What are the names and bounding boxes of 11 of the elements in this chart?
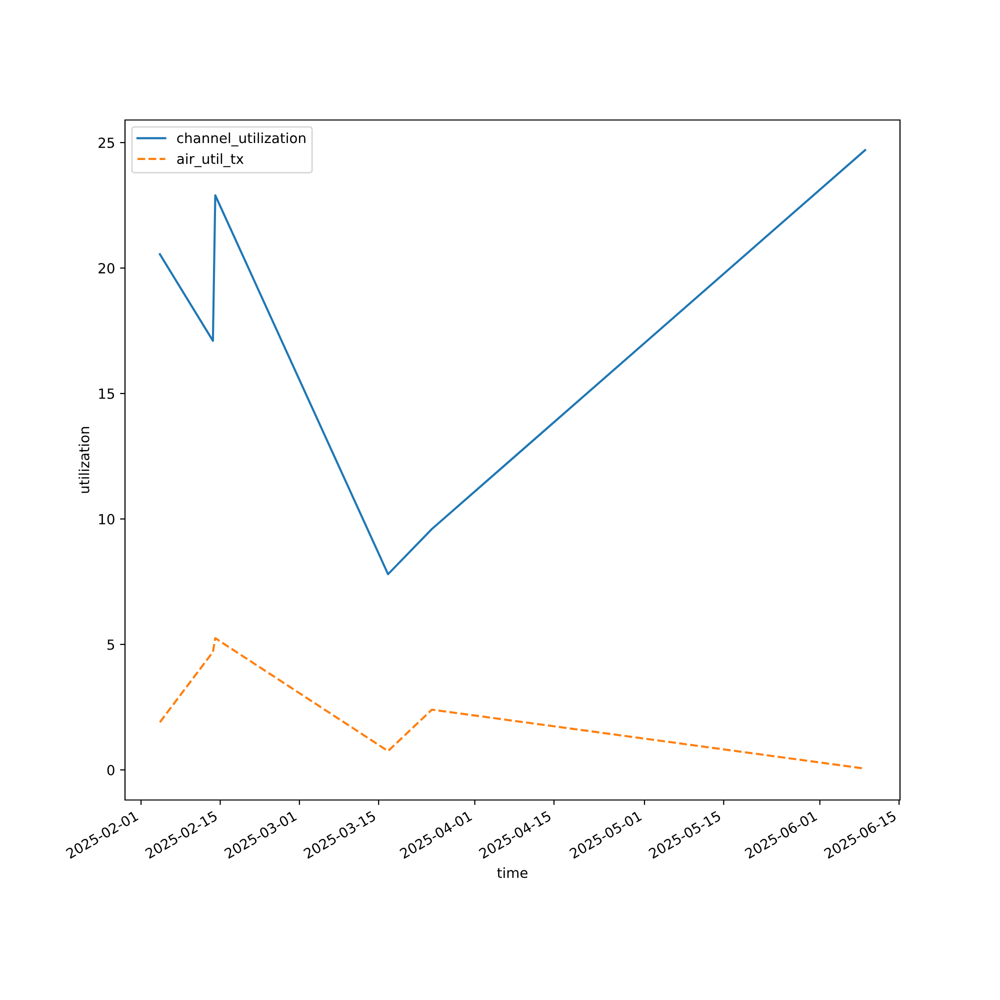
legend-label: channel_utilization [177, 132, 306, 146]
y-tick-label: 20 [98, 263, 114, 274]
y-tick-label: 15 [99, 388, 114, 399]
y-tick-label: 0 [107, 764, 114, 776]
y-axis-title: utilization [78, 427, 90, 493]
y-tick-label: 10 [99, 514, 114, 524]
legend-label: air_util_tx [177, 153, 244, 168]
x-axis-title: time [497, 867, 528, 878]
line-series [158, 149, 866, 576]
y-tick-label: 25 [98, 138, 114, 148]
y-tick-label: 5 [108, 640, 114, 650]
